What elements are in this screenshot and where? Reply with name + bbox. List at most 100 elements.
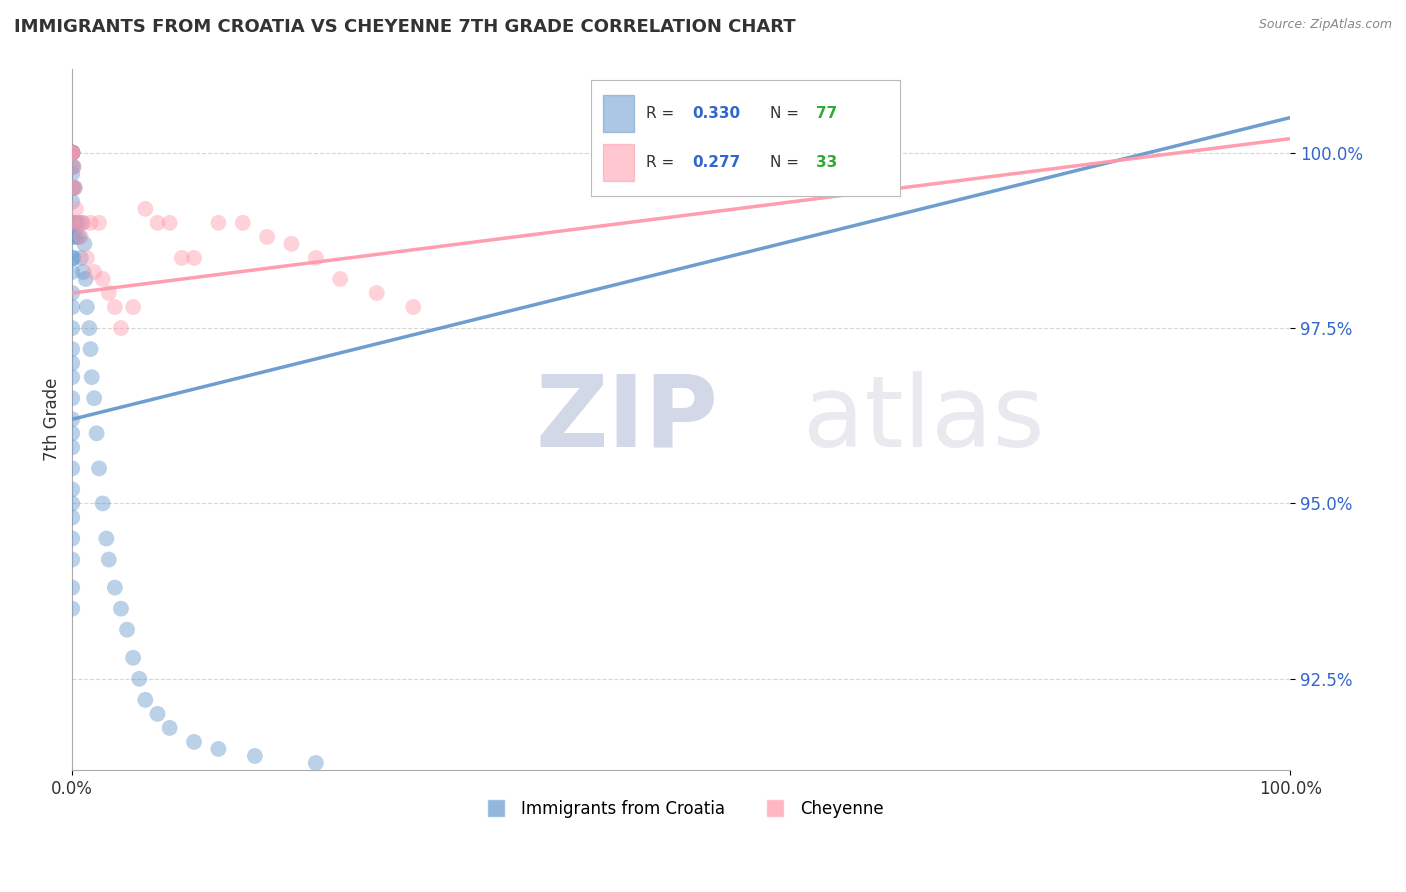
Point — [104, 300, 127, 314]
Point — [134, 202, 156, 216]
Point — [60, 181, 83, 195]
Text: 33: 33 — [817, 155, 838, 170]
Point — [60, 265, 83, 279]
Point — [72, 216, 94, 230]
Text: ZIP: ZIP — [536, 371, 718, 467]
Point — [69, 230, 91, 244]
Point — [60, 145, 83, 160]
Point — [159, 721, 181, 735]
Point — [97, 552, 120, 566]
Point — [62, 216, 84, 230]
Point — [402, 300, 425, 314]
Point — [60, 552, 83, 566]
Point — [60, 216, 83, 230]
Point — [60, 251, 83, 265]
Point — [65, 216, 87, 230]
Point — [60, 160, 83, 174]
Point — [110, 321, 132, 335]
Point — [79, 342, 101, 356]
Point — [96, 532, 118, 546]
Point — [60, 496, 83, 510]
Point — [60, 145, 83, 160]
Point — [87, 216, 110, 230]
Point — [60, 216, 83, 230]
Point — [63, 181, 86, 195]
Point — [183, 735, 205, 749]
Point — [243, 748, 266, 763]
Point — [75, 272, 97, 286]
Point — [60, 356, 83, 370]
Point — [60, 181, 83, 195]
Point — [60, 145, 83, 160]
Point — [60, 145, 83, 160]
Point — [60, 370, 83, 384]
Point — [128, 672, 150, 686]
Point — [104, 581, 127, 595]
Text: R =: R = — [647, 106, 679, 121]
Point — [305, 251, 328, 265]
Point — [60, 145, 83, 160]
Point — [366, 285, 388, 300]
Point — [170, 251, 193, 265]
Point — [69, 251, 91, 265]
Point — [110, 601, 132, 615]
Point — [207, 742, 229, 756]
Point — [83, 265, 105, 279]
Point — [146, 706, 169, 721]
Point — [60, 483, 83, 497]
Point — [63, 181, 86, 195]
Point — [60, 145, 83, 160]
Point — [60, 391, 83, 405]
Point — [60, 440, 83, 454]
Point — [183, 251, 205, 265]
Point — [146, 216, 169, 230]
Point — [122, 650, 145, 665]
Point — [60, 412, 83, 426]
Point — [76, 251, 98, 265]
Point — [91, 272, 114, 286]
Point — [62, 181, 84, 195]
Text: atlas: atlas — [803, 371, 1045, 467]
Bar — [603, 144, 634, 181]
Point — [83, 391, 105, 405]
Point — [91, 496, 114, 510]
Text: IMMIGRANTS FROM CROATIA VS CHEYENNE 7TH GRADE CORRELATION CHART: IMMIGRANTS FROM CROATIA VS CHEYENNE 7TH … — [14, 18, 796, 36]
Point — [60, 145, 83, 160]
Point — [60, 167, 83, 181]
Legend: Immigrants from Croatia, Cheyenne: Immigrants from Croatia, Cheyenne — [472, 794, 890, 825]
Point — [115, 623, 138, 637]
Point — [256, 230, 278, 244]
Point — [97, 285, 120, 300]
Text: Source: ZipAtlas.com: Source: ZipAtlas.com — [1258, 18, 1392, 31]
Point — [280, 236, 302, 251]
Point — [60, 426, 83, 441]
Point — [60, 145, 83, 160]
Text: 0.330: 0.330 — [693, 106, 741, 121]
Point — [79, 321, 101, 335]
Point — [67, 216, 90, 230]
Point — [60, 461, 83, 475]
Point — [305, 756, 328, 770]
Point — [67, 216, 90, 230]
Point — [86, 426, 108, 441]
Point — [60, 145, 83, 160]
Point — [60, 145, 83, 160]
Text: 77: 77 — [817, 106, 838, 121]
Point — [60, 145, 83, 160]
Point — [79, 216, 101, 230]
Point — [134, 693, 156, 707]
Point — [87, 461, 110, 475]
Point — [329, 272, 352, 286]
Point — [60, 145, 83, 160]
Point — [159, 216, 181, 230]
Point — [76, 300, 98, 314]
Point — [80, 370, 103, 384]
Text: R =: R = — [647, 155, 679, 170]
Point — [60, 510, 83, 524]
Point — [62, 160, 84, 174]
Text: N =: N = — [770, 106, 804, 121]
Point — [60, 145, 83, 160]
Point — [60, 300, 83, 314]
Point — [69, 230, 91, 244]
Point — [62, 160, 84, 174]
